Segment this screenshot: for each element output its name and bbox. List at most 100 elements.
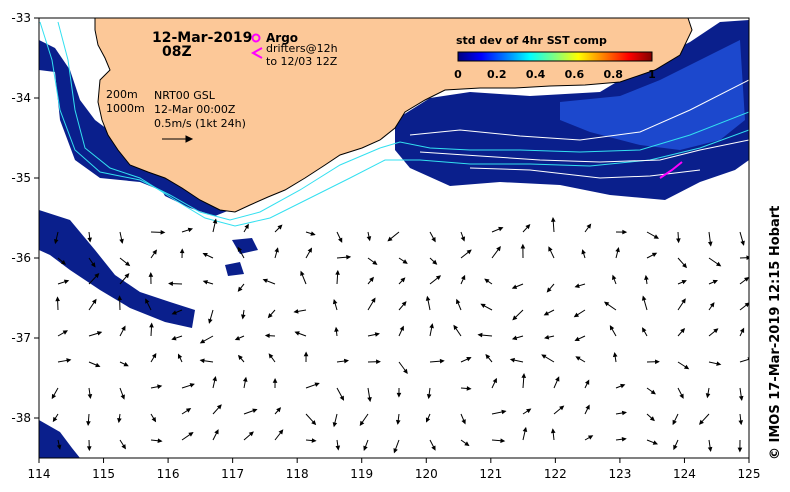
current-vector-head bbox=[654, 359, 660, 365]
current-vector-head bbox=[151, 417, 157, 423]
current-vector-head bbox=[399, 325, 404, 331]
front-line-2 bbox=[419, 139, 749, 163]
current-vector-head bbox=[425, 295, 431, 301]
current-vector-head bbox=[248, 431, 254, 437]
current-vector-head bbox=[242, 376, 248, 382]
current-vector-head bbox=[371, 297, 376, 303]
current-vector-head bbox=[94, 273, 100, 279]
drifter-tracks bbox=[659, 161, 683, 179]
current-vector-head bbox=[396, 392, 402, 398]
current-vector-head bbox=[90, 262, 96, 268]
current-vector-head bbox=[466, 249, 472, 255]
current-vector-head bbox=[550, 216, 556, 222]
current-vector-head bbox=[559, 405, 565, 411]
current-vector-head bbox=[705, 393, 711, 399]
current-vector-head bbox=[511, 335, 518, 341]
current-vector-head bbox=[185, 408, 192, 413]
current-vector-head bbox=[744, 276, 749, 282]
current-vector-head bbox=[586, 223, 592, 229]
current-vector-head bbox=[148, 272, 154, 277]
current-vector bbox=[739, 358, 749, 363]
current-vector-head bbox=[574, 283, 580, 288]
current-vector-head bbox=[649, 416, 655, 422]
current-vector-head bbox=[87, 237, 92, 243]
map-time: 08Z bbox=[162, 44, 192, 60]
sst-patch-small-2 bbox=[225, 262, 244, 276]
front-line-1 bbox=[409, 79, 749, 141]
current-vector-head bbox=[587, 435, 594, 440]
current-vector-head bbox=[310, 231, 316, 236]
current-vector-head bbox=[216, 404, 222, 410]
current-vector-head bbox=[237, 286, 243, 292]
current-vector-head bbox=[179, 248, 185, 254]
current-vector-head bbox=[525, 224, 531, 230]
colorbar-tick-label: 1 bbox=[648, 68, 656, 81]
current-vector-head bbox=[212, 375, 217, 382]
current-vector-head bbox=[402, 259, 408, 264]
current-vector-head bbox=[403, 368, 408, 374]
contour-1000-label: 1000m bbox=[106, 102, 145, 115]
current-vector-head bbox=[359, 420, 365, 427]
current-vector-head bbox=[431, 445, 436, 451]
current-vector-head bbox=[66, 358, 72, 363]
current-vector-head bbox=[121, 325, 126, 331]
current-vector-head bbox=[86, 421, 91, 427]
current-vector-head bbox=[681, 279, 687, 285]
current-vector-head bbox=[387, 236, 393, 242]
y-tick-label: -34 bbox=[11, 91, 31, 105]
current-vector-head bbox=[149, 322, 154, 328]
current-vector-head bbox=[374, 332, 380, 337]
sst-patch-west-shelf bbox=[39, 210, 195, 328]
colorbar-tick-label: 0 bbox=[454, 68, 462, 81]
current-vector-head bbox=[644, 274, 649, 281]
current-vector-head bbox=[738, 395, 744, 401]
current-vector-head bbox=[716, 361, 722, 366]
current-vector-head bbox=[676, 238, 681, 244]
colorbar-ticks: 0 0.2 0.4 0.6 0.8 1 bbox=[454, 68, 656, 81]
current-vector-head bbox=[199, 338, 206, 344]
current-vector-head bbox=[55, 296, 60, 302]
current-vector-head bbox=[584, 379, 590, 385]
current-vector-head bbox=[332, 422, 338, 428]
current-vector-head bbox=[581, 249, 586, 255]
current-vector-head bbox=[680, 328, 686, 334]
current-vector-head bbox=[548, 246, 553, 252]
current-vector-head bbox=[338, 237, 343, 243]
drifters-label-line2: to 12/03 12Z bbox=[266, 55, 338, 68]
x-tick-label: 124 bbox=[673, 467, 696, 481]
current-vector-head bbox=[237, 354, 243, 361]
current-vector-head bbox=[171, 310, 177, 315]
current-vector-head bbox=[335, 269, 340, 275]
current-vector-head bbox=[642, 327, 647, 333]
current-vector-head bbox=[171, 335, 177, 341]
current-vector-head bbox=[120, 394, 125, 400]
current-vector-head bbox=[641, 295, 647, 301]
current-vector-head bbox=[335, 445, 341, 451]
current-vector-head bbox=[332, 299, 338, 305]
current-vector-head bbox=[492, 377, 497, 384]
current-vector-head bbox=[707, 241, 713, 247]
current-vector-head bbox=[51, 393, 57, 400]
current-vector-head bbox=[145, 298, 150, 304]
current-vector-head bbox=[439, 358, 445, 364]
current-vector-head bbox=[294, 331, 300, 336]
current-vector-head bbox=[466, 386, 472, 391]
y-tick-label: -33 bbox=[11, 11, 31, 25]
current-vector-head bbox=[673, 444, 678, 451]
current-vector-head bbox=[151, 352, 157, 359]
current-vector-head bbox=[575, 356, 581, 361]
current-vectors bbox=[51, 216, 749, 454]
current-vector-head bbox=[119, 238, 124, 244]
current-vector-head bbox=[157, 384, 163, 389]
current-vector-head bbox=[707, 446, 713, 452]
current-vector-head bbox=[124, 273, 130, 279]
current-vector-head bbox=[484, 278, 490, 284]
current-vector-head bbox=[650, 389, 656, 395]
current-vector-head bbox=[612, 352, 618, 358]
current-vector-head bbox=[168, 281, 173, 286]
current-vector-head bbox=[63, 279, 70, 285]
current-vector-head bbox=[400, 277, 406, 283]
x-tick-label: 120 bbox=[415, 467, 438, 481]
y-tick-label: -38 bbox=[11, 411, 31, 425]
